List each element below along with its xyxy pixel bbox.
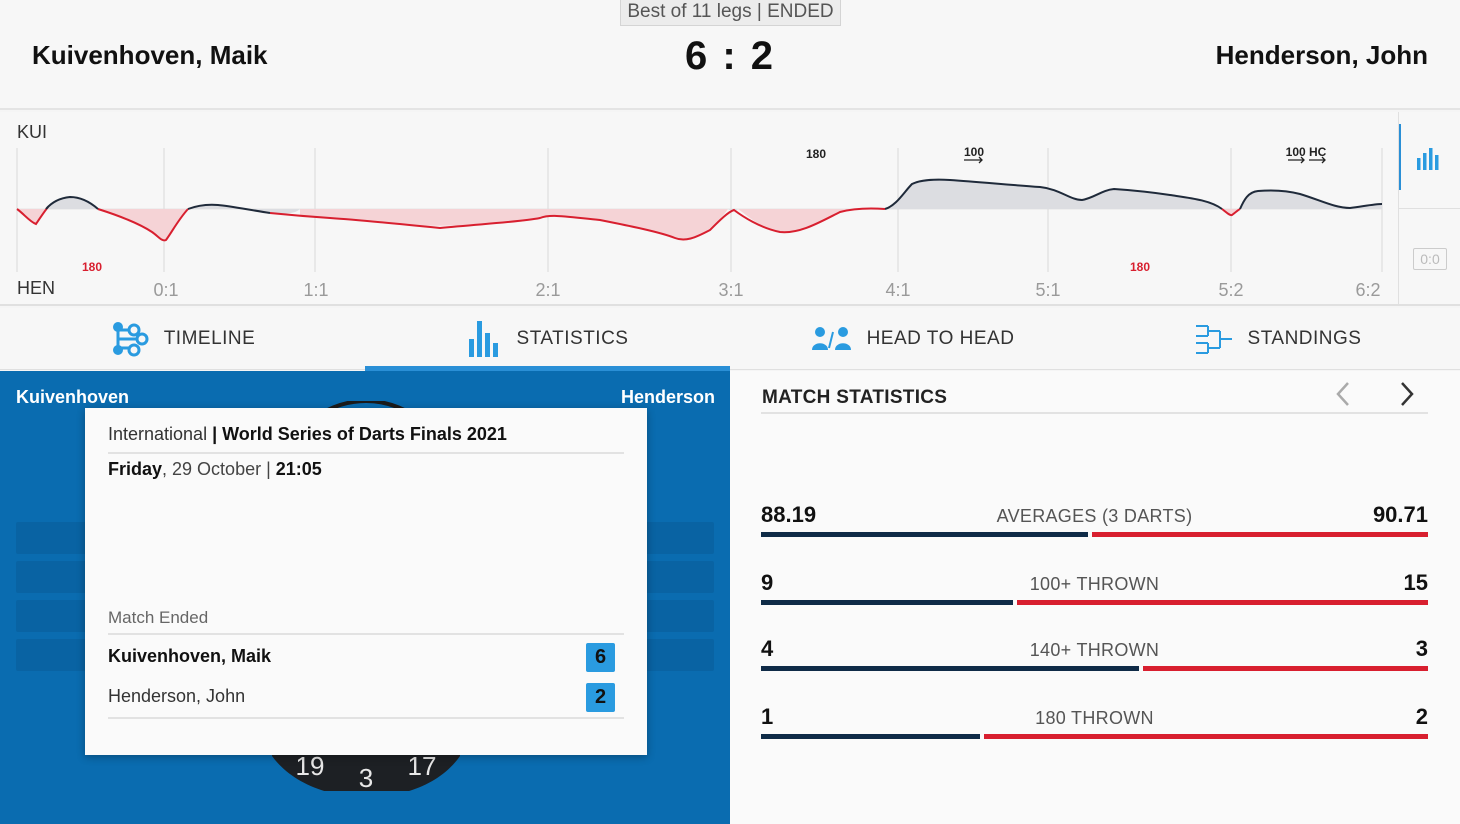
board-home-player: Kuivenhoven xyxy=(16,387,130,407)
stat-home-value: 9 xyxy=(761,570,774,595)
popup-home-player[interactable]: Kuivenhoven, Maik xyxy=(108,646,272,666)
board-number: 19 xyxy=(296,751,325,781)
dartboard-panel: Kuivenhoven Henderson 19 3 17 Internatio… xyxy=(0,371,730,824)
leg-label: 5:1 xyxy=(1035,280,1060,300)
leg-label: 4:1 xyxy=(885,280,910,300)
stat-label: 100+ THROWN xyxy=(1029,574,1160,594)
popup-divider xyxy=(108,452,624,454)
tournament-name[interactable]: World Series of Darts Finals 2021 xyxy=(222,424,507,444)
category-text: International xyxy=(108,424,208,444)
stat-home-value: 4 xyxy=(761,636,774,661)
home-marker: 180 xyxy=(806,147,826,161)
tab-statistics[interactable]: STATISTICS xyxy=(365,308,730,371)
users-icon xyxy=(811,327,851,350)
match-date: , 29 October | xyxy=(162,459,276,479)
stat-away-bar xyxy=(984,734,1428,739)
stat-away-bar xyxy=(1092,532,1428,537)
bracket-icon xyxy=(1195,325,1232,354)
stat-row-180: 1 180 THROWN 2 xyxy=(761,704,1428,744)
checkout-arrows xyxy=(964,156,1326,164)
tab-timeline[interactable]: TIMELINE xyxy=(0,308,365,370)
popup-away-player[interactable]: Henderson, John xyxy=(108,686,246,706)
home-marker: 100 HC xyxy=(1286,145,1327,159)
popup-away-score: 2 xyxy=(586,683,615,712)
stat-away-value: 15 xyxy=(1403,570,1428,595)
stat-label: 180 THROWN xyxy=(1035,708,1154,728)
stat-away-value: 2 xyxy=(1415,704,1428,729)
match-datetime: Friday, 29 October | 21:05 xyxy=(108,459,322,480)
home-marker: 100 xyxy=(964,145,984,159)
leg-label: 5:2 xyxy=(1218,280,1243,300)
stat-home-bar xyxy=(761,734,980,739)
match-header: Best of 11 legs | ENDED Kuivenhoven, Mai… xyxy=(0,0,1460,110)
board-away-player: Henderson xyxy=(620,387,715,407)
match-format-badge: Best of 11 legs | ENDED xyxy=(620,0,841,26)
leg-label: 2:1 xyxy=(535,280,560,300)
leg-label: 6:2 xyxy=(1355,280,1380,300)
away-momentum-fill xyxy=(17,209,1240,241)
leg-labels: 0:1 1:1 2:1 3:1 4:1 5:1 5:2 6:2 xyxy=(153,280,1380,300)
bar-chart-icon xyxy=(468,321,498,357)
tab-head-to-head[interactable]: HEAD TO HEAD xyxy=(730,308,1095,370)
match-timeline-chart: KUI HEN 0:1 1:1 2:1 3:1 4:1 5:1 5:2 6:2 … xyxy=(0,112,1460,306)
board-number: 17 xyxy=(408,751,437,781)
leg-label: 1:1 xyxy=(303,280,328,300)
away-marker: 180 xyxy=(82,260,102,274)
away-markers: 180 180 xyxy=(82,260,1150,274)
away-momentum-line xyxy=(16,206,1241,242)
chevron-left-icon[interactable] xyxy=(1332,381,1356,407)
tab-label: HEAD TO HEAD xyxy=(866,328,1015,349)
match-time: 21:05 xyxy=(275,459,322,479)
timeline-cursor xyxy=(1399,124,1401,190)
tab-label: TIMELINE xyxy=(163,328,256,349)
stat-away-value: 3 xyxy=(1415,636,1428,661)
stat-row-140-plus: 4 140+ THROWN 3 xyxy=(761,636,1428,676)
stat-row-100-plus: 9 100+ THROWN 15 xyxy=(761,570,1428,610)
side-score-box[interactable]: 0:0 xyxy=(1413,248,1447,270)
chevron-right-icon[interactable] xyxy=(1394,381,1418,407)
tab-label: STANDINGS xyxy=(1247,328,1362,349)
match-statistics-panel: MATCH STATISTICS 88.19 AVERAGES (3 DARTS… xyxy=(730,371,1460,824)
chart-toggle-icon[interactable] xyxy=(1417,148,1443,170)
tab-standings[interactable]: STANDINGS xyxy=(1095,308,1460,370)
home-player-name[interactable]: Kuivenhoven, Maik xyxy=(32,40,268,70)
timeline-icon xyxy=(112,322,149,357)
away-player-name[interactable]: Henderson, John xyxy=(1215,40,1428,70)
match-info-popup: International | World Series of Darts Fi… xyxy=(85,408,647,755)
stat-row-averages: 88.19 AVERAGES (3 DARTS) 90.71 xyxy=(761,502,1428,542)
stat-label: 140+ THROWN xyxy=(1029,640,1160,660)
tournament-line: International | World Series of Darts Fi… xyxy=(108,424,507,445)
stat-away-bar xyxy=(1143,666,1428,671)
stat-home-value: 88.19 xyxy=(761,502,817,527)
away-marker: 180 xyxy=(1130,260,1150,274)
popup-home-score: 6 xyxy=(586,643,615,672)
match-statistics-title: MATCH STATISTICS xyxy=(762,387,948,408)
home-code-label: KUI xyxy=(17,122,47,142)
stat-home-bar xyxy=(761,532,1088,537)
timeline-side-controls: 0:0 xyxy=(1398,112,1460,306)
leg-label: 0:1 xyxy=(153,280,178,300)
board-number: 3 xyxy=(359,763,373,791)
main-tabs: TIMELINE STATISTICS HEAD TO HEAD xyxy=(0,308,1460,371)
stat-home-value: 1 xyxy=(761,704,774,729)
popup-divider xyxy=(108,717,624,719)
leg-label: 3:1 xyxy=(718,280,743,300)
timeline-svg: KUI HEN 0:1 1:1 2:1 3:1 4:1 5:1 5:2 6:2 … xyxy=(16,122,1383,300)
match-day: Friday xyxy=(108,459,163,479)
tab-label: STATISTICS xyxy=(516,328,629,349)
match-status: Match Ended xyxy=(108,608,209,627)
stat-home-bar xyxy=(761,666,1139,671)
stat-label: AVERAGES (3 DARTS) xyxy=(996,506,1193,526)
stat-away-bar xyxy=(1017,600,1428,605)
match-score: 6 : 2 xyxy=(684,34,776,78)
stat-away-value: 90.71 xyxy=(1372,502,1428,527)
home-momentum-line xyxy=(45,178,1383,214)
stat-home-bar xyxy=(761,600,1013,605)
away-code-label: HEN xyxy=(17,278,55,298)
home-markers: 180 100 100 HC xyxy=(806,145,1327,161)
statistics-divider xyxy=(761,412,1428,414)
side-divider xyxy=(1399,208,1460,209)
popup-divider xyxy=(108,633,624,635)
category-separator: | xyxy=(207,424,223,444)
